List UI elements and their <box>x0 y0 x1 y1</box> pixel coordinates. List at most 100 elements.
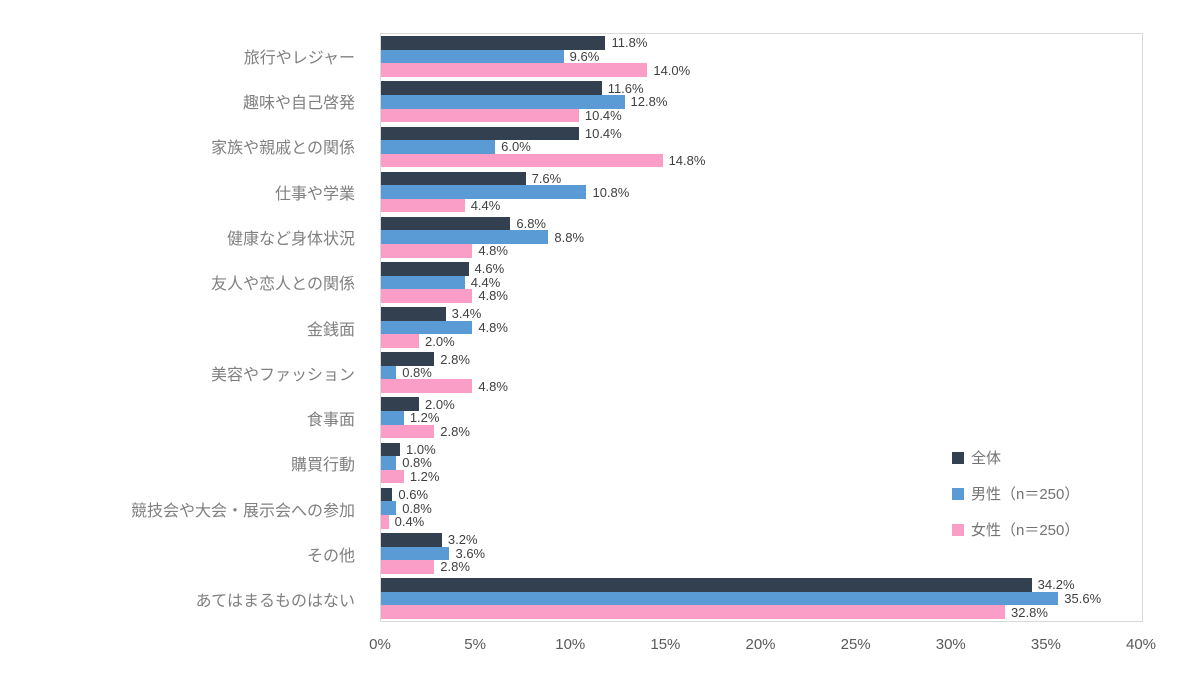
bar-row: 14.0% <box>381 63 1142 77</box>
x-axis-tick-label: 40% <box>1125 636 1157 653</box>
bar <box>381 275 465 290</box>
category-label: 購買行動 <box>290 457 355 475</box>
bar <box>381 456 397 470</box>
bar <box>381 289 473 303</box>
bar-value-label: 6.0% <box>501 139 531 155</box>
x-axis-tick-label: 35% <box>1030 636 1061 653</box>
bar <box>381 94 625 109</box>
bar <box>381 578 1032 592</box>
bar-value-label: 11.8% <box>611 35 648 51</box>
bar-group: 11.8% 9.6% 14.0% <box>381 34 1142 79</box>
bar-row: 2.8% <box>381 423 1142 439</box>
category-label: 食事面 <box>306 412 355 430</box>
bar-value-label: 0.8% <box>402 500 432 516</box>
bar-value-label: 0.8% <box>402 365 432 381</box>
legend-swatch-icon <box>952 487 964 500</box>
bar <box>381 244 473 258</box>
category-axis: 旅行やレジャー 趣味や自己啓発 家族や親戚との関係 仕事や学業 健康など身体状況 友人や恋… <box>0 33 368 622</box>
category-label: 競技会や大会・展示会への参加 <box>130 502 355 520</box>
bar <box>381 469 404 484</box>
bar-row: 3.6% <box>381 545 1142 561</box>
bar <box>381 185 587 199</box>
bar <box>381 487 393 502</box>
bar-row: 0.4% <box>381 514 1142 530</box>
bar-row: 4.8% <box>381 320 1142 336</box>
bar <box>381 605 1006 619</box>
bar-value-label: 7.6% <box>531 170 562 186</box>
bar <box>381 365 397 380</box>
category-label: あてはまるものはない <box>195 593 355 611</box>
bar-group: 3.4% 4.8% 2.0% <box>381 305 1142 350</box>
bar-row: 3.2% <box>381 532 1142 547</box>
legend-label: 男性（n＝250） <box>971 486 1080 503</box>
bar-row: 4.4% <box>381 198 1142 214</box>
bar <box>381 140 496 154</box>
bar-row: 0.8% <box>381 365 1142 381</box>
bar-value-label: 2.8% <box>440 559 470 575</box>
bar-value-label: 12.8% <box>630 94 668 110</box>
bar-value-label: 4.8% <box>478 243 508 259</box>
bar <box>381 49 564 64</box>
bar <box>381 411 404 425</box>
bar-value-label: 11.6% <box>607 80 644 96</box>
bar-value-label: 0.8% <box>402 455 432 471</box>
bar-value-label: 2.0% <box>425 396 455 412</box>
bar-value-label: 2.8% <box>440 351 470 367</box>
bar-row: 2.8% <box>381 352 1142 366</box>
bar-group: 34.2% 35.6% 32.8% <box>381 576 1142 621</box>
bar-row: 12.8% <box>381 94 1142 110</box>
bar <box>381 442 401 457</box>
category-label: 友人や恋人との関係 <box>211 276 355 294</box>
bar-value-label: 6.8% <box>516 216 546 232</box>
bar <box>381 307 446 321</box>
bar-value-label: 4.4% <box>470 198 501 214</box>
x-axis-tick-label: 30% <box>935 636 966 653</box>
legend-item: 男性（n＝250） <box>952 483 1079 504</box>
bar-value-label: 4.6% <box>474 261 505 277</box>
bar <box>381 320 473 335</box>
bar-group: 3.2% 3.6% 2.8% <box>381 531 1142 576</box>
legend-swatch-icon <box>952 451 964 464</box>
bar <box>381 560 435 574</box>
bar-value-label: 4.8% <box>478 320 508 336</box>
bar <box>381 514 389 529</box>
bar-group: 11.6% 12.8% 10.4% <box>381 79 1142 124</box>
legend-item: 全体 <box>952 447 1079 468</box>
category-label: その他 <box>306 548 355 566</box>
bar-value-label: 0.4% <box>394 514 425 530</box>
bar <box>381 591 1059 606</box>
bar-group: 6.8% 8.8% 4.8% <box>381 215 1142 260</box>
bar-row: 35.6% <box>381 591 1142 606</box>
bar <box>381 424 435 439</box>
bar-value-label: 1.0% <box>406 441 436 457</box>
bar-row: 6.8% <box>381 216 1142 232</box>
category-label: 家族や親戚との関係 <box>211 140 355 158</box>
category-label: 旅行やレジャー <box>243 49 355 67</box>
bar-value-label: 3.6% <box>455 545 486 561</box>
x-axis-tick-label: 0% <box>369 636 391 653</box>
bar-row: 0.8% <box>381 501 1142 515</box>
bar-row: 0.8% <box>381 456 1142 470</box>
bar-row: 1.2% <box>381 469 1142 484</box>
bar <box>381 546 450 561</box>
bar-row: 4.8% <box>381 244 1142 258</box>
bar <box>381 216 511 231</box>
bar <box>381 334 420 348</box>
category-label: 美容やファッション <box>210 366 355 384</box>
bar-value-label: 2.8% <box>440 423 470 439</box>
bar-group: 1.0% 0.8% 1.2% <box>381 440 1142 485</box>
bar-value-label: 2.0% <box>425 333 455 349</box>
bar-value-label: 8.8% <box>554 229 585 245</box>
bar-row: 6.0% <box>381 140 1142 154</box>
bar <box>381 501 397 515</box>
bar-value-label: 10.4% <box>584 107 622 123</box>
bar-value-label: 32.8% <box>1011 604 1048 620</box>
bar-group: 10.4% 6.0% 14.8% <box>381 124 1142 169</box>
bar-value-label: 3.4% <box>451 306 482 322</box>
x-axis-tick-label: 15% <box>650 636 681 653</box>
bar-row: 1.0% <box>381 441 1142 457</box>
bar-row: 4.6% <box>381 261 1142 277</box>
bar-row: 1.2% <box>381 411 1142 425</box>
x-axis-tick-label: 25% <box>840 636 871 653</box>
bar <box>381 230 549 244</box>
